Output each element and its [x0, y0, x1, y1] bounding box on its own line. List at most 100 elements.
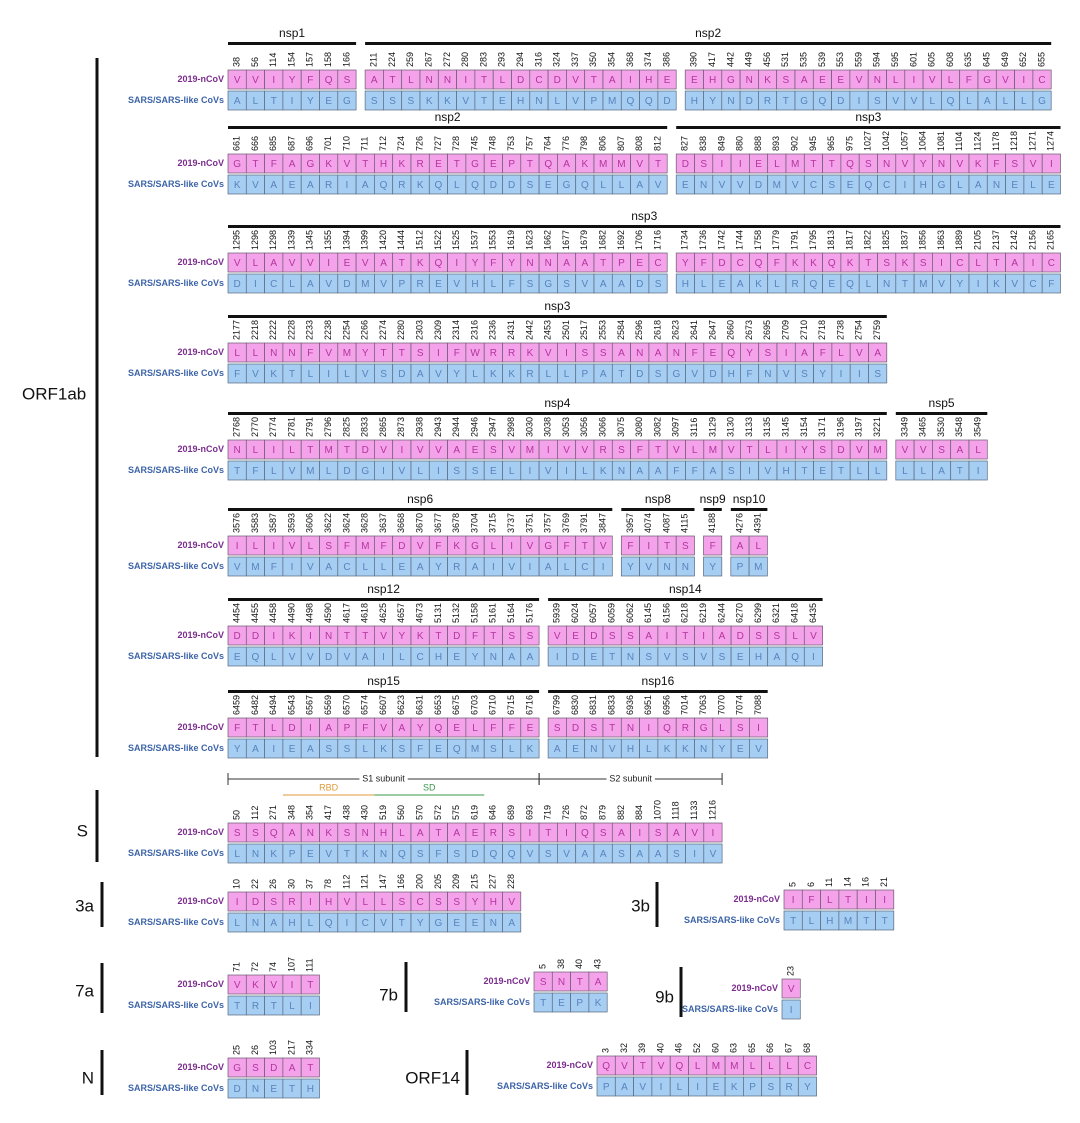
ncov-residue: Y: [920, 159, 927, 170]
position-label: 6057: [588, 603, 598, 623]
sars-residue: N: [700, 744, 707, 755]
sars-residue: S: [325, 744, 332, 755]
sars-cell: [703, 556, 723, 577]
position-label: 21: [879, 877, 889, 887]
row-label-ncov: 2019-nCoV: [546, 1060, 593, 1070]
ncov-residue: A: [380, 258, 387, 269]
sars-residue: V: [380, 918, 387, 929]
ncov-residue: Y: [289, 75, 296, 86]
ncov-residue: V: [788, 984, 795, 995]
sars-residue: L: [1003, 96, 1009, 107]
protein-bar: [548, 598, 823, 601]
sars-residue: C: [270, 279, 277, 290]
position-label: 3133: [744, 417, 754, 437]
position-label: 6156: [661, 603, 671, 623]
sars-residue: L: [866, 279, 872, 290]
ncov-residue: Q: [270, 828, 278, 839]
sars-residue: Y: [804, 1082, 811, 1093]
sars-residue: R: [252, 1001, 259, 1012]
position-label: 619: [469, 805, 479, 820]
ncov-residue: I: [647, 541, 650, 552]
position-label: 4391: [753, 513, 763, 533]
position-label: 74: [268, 962, 278, 972]
position-label: 4115: [680, 514, 690, 533]
sars-residue: E: [399, 562, 406, 573]
ncov-residue: I: [638, 828, 641, 839]
ncov-cell: [968, 439, 988, 460]
sars-residue: L: [417, 466, 423, 477]
position-label: 2791: [305, 417, 315, 437]
ncov-residue: T: [591, 75, 597, 86]
sars-residue: Q: [810, 279, 818, 290]
position-label: 67: [784, 1043, 794, 1053]
ncov-residue: V: [563, 445, 570, 456]
position-label: 570: [415, 805, 425, 820]
ncov-residue: R: [288, 897, 295, 908]
sars-residue: S: [417, 849, 424, 860]
position-label: 1042: [881, 131, 891, 151]
ncov-residue: V: [810, 631, 817, 642]
ncov-residue: G: [306, 159, 314, 170]
ncov-residue: F: [627, 541, 633, 552]
position-label: 3530: [936, 417, 946, 437]
sars-residue: V: [289, 466, 296, 477]
sars-residue: L: [509, 466, 515, 477]
ncov-residue: T: [746, 445, 752, 456]
ncov-residue: F: [820, 348, 826, 359]
position-label: 215: [469, 874, 479, 889]
position-label: 2336: [488, 320, 498, 340]
gene-label: 7a: [75, 981, 94, 1000]
position-label: 553: [835, 52, 845, 67]
sars-residue: A: [307, 180, 314, 191]
ncov-residue: T: [399, 348, 405, 359]
position-label: 158: [323, 52, 333, 67]
position-label: 6418: [790, 603, 800, 623]
sars-residue: L: [509, 744, 515, 755]
ncov-residue: N: [558, 977, 565, 988]
sars-residue: A: [307, 279, 314, 290]
position-label: 3053: [561, 417, 571, 437]
row-label-sars: SARS/SARS-like CoVs: [128, 95, 224, 105]
sars-residue: L: [554, 96, 560, 107]
sars-cell: [968, 460, 988, 481]
position-label: 11: [824, 878, 834, 887]
sars-residue: V: [664, 652, 671, 663]
position-label: 726: [415, 136, 425, 151]
ncov-residue: T: [829, 159, 835, 170]
sars-residue: S: [527, 279, 534, 290]
sars-residue: A: [655, 466, 662, 477]
ncov-residue: Q: [435, 258, 443, 269]
position-label: 757: [524, 136, 534, 151]
protein-bar: [365, 42, 1052, 45]
ncov-residue: M: [324, 445, 332, 456]
ncov-residue: L: [975, 258, 981, 269]
position-label: 7070: [716, 695, 726, 715]
sars-residue: D: [636, 279, 643, 290]
ncov-residue: Y: [362, 348, 369, 359]
ncov-residue: F: [774, 258, 780, 269]
sars-residue: T: [234, 1001, 240, 1012]
ncov-residue: S: [490, 445, 497, 456]
position-label: 1298: [268, 230, 278, 250]
ncov-residue: T: [435, 631, 441, 642]
position-label: 259: [405, 52, 415, 67]
position-label: 2695: [762, 320, 772, 340]
row-label-sars: SARS/SARS-like CoVs: [128, 1083, 224, 1093]
sars-residue: Y: [417, 918, 424, 929]
position-label: 3704: [469, 513, 479, 533]
ncov-residue: F: [637, 445, 643, 456]
position-label: 1856: [918, 230, 928, 250]
position-label: 2738: [835, 320, 845, 340]
sars-residue: N: [535, 96, 542, 107]
position-label: 3769: [561, 513, 571, 533]
position-label: 283: [478, 52, 488, 67]
ncov-residue: V: [691, 828, 698, 839]
ncov-residue: Q: [663, 723, 671, 734]
sars-residue: T: [902, 279, 908, 290]
ncov-residue: L: [792, 631, 798, 642]
sars-residue: V: [911, 96, 918, 107]
ncov-residue: I: [721, 159, 724, 170]
row-label-sars: SARS/SARS-like CoVs: [128, 917, 224, 927]
position-label: 2156: [1027, 230, 1037, 250]
position-label: 3624: [341, 513, 351, 533]
